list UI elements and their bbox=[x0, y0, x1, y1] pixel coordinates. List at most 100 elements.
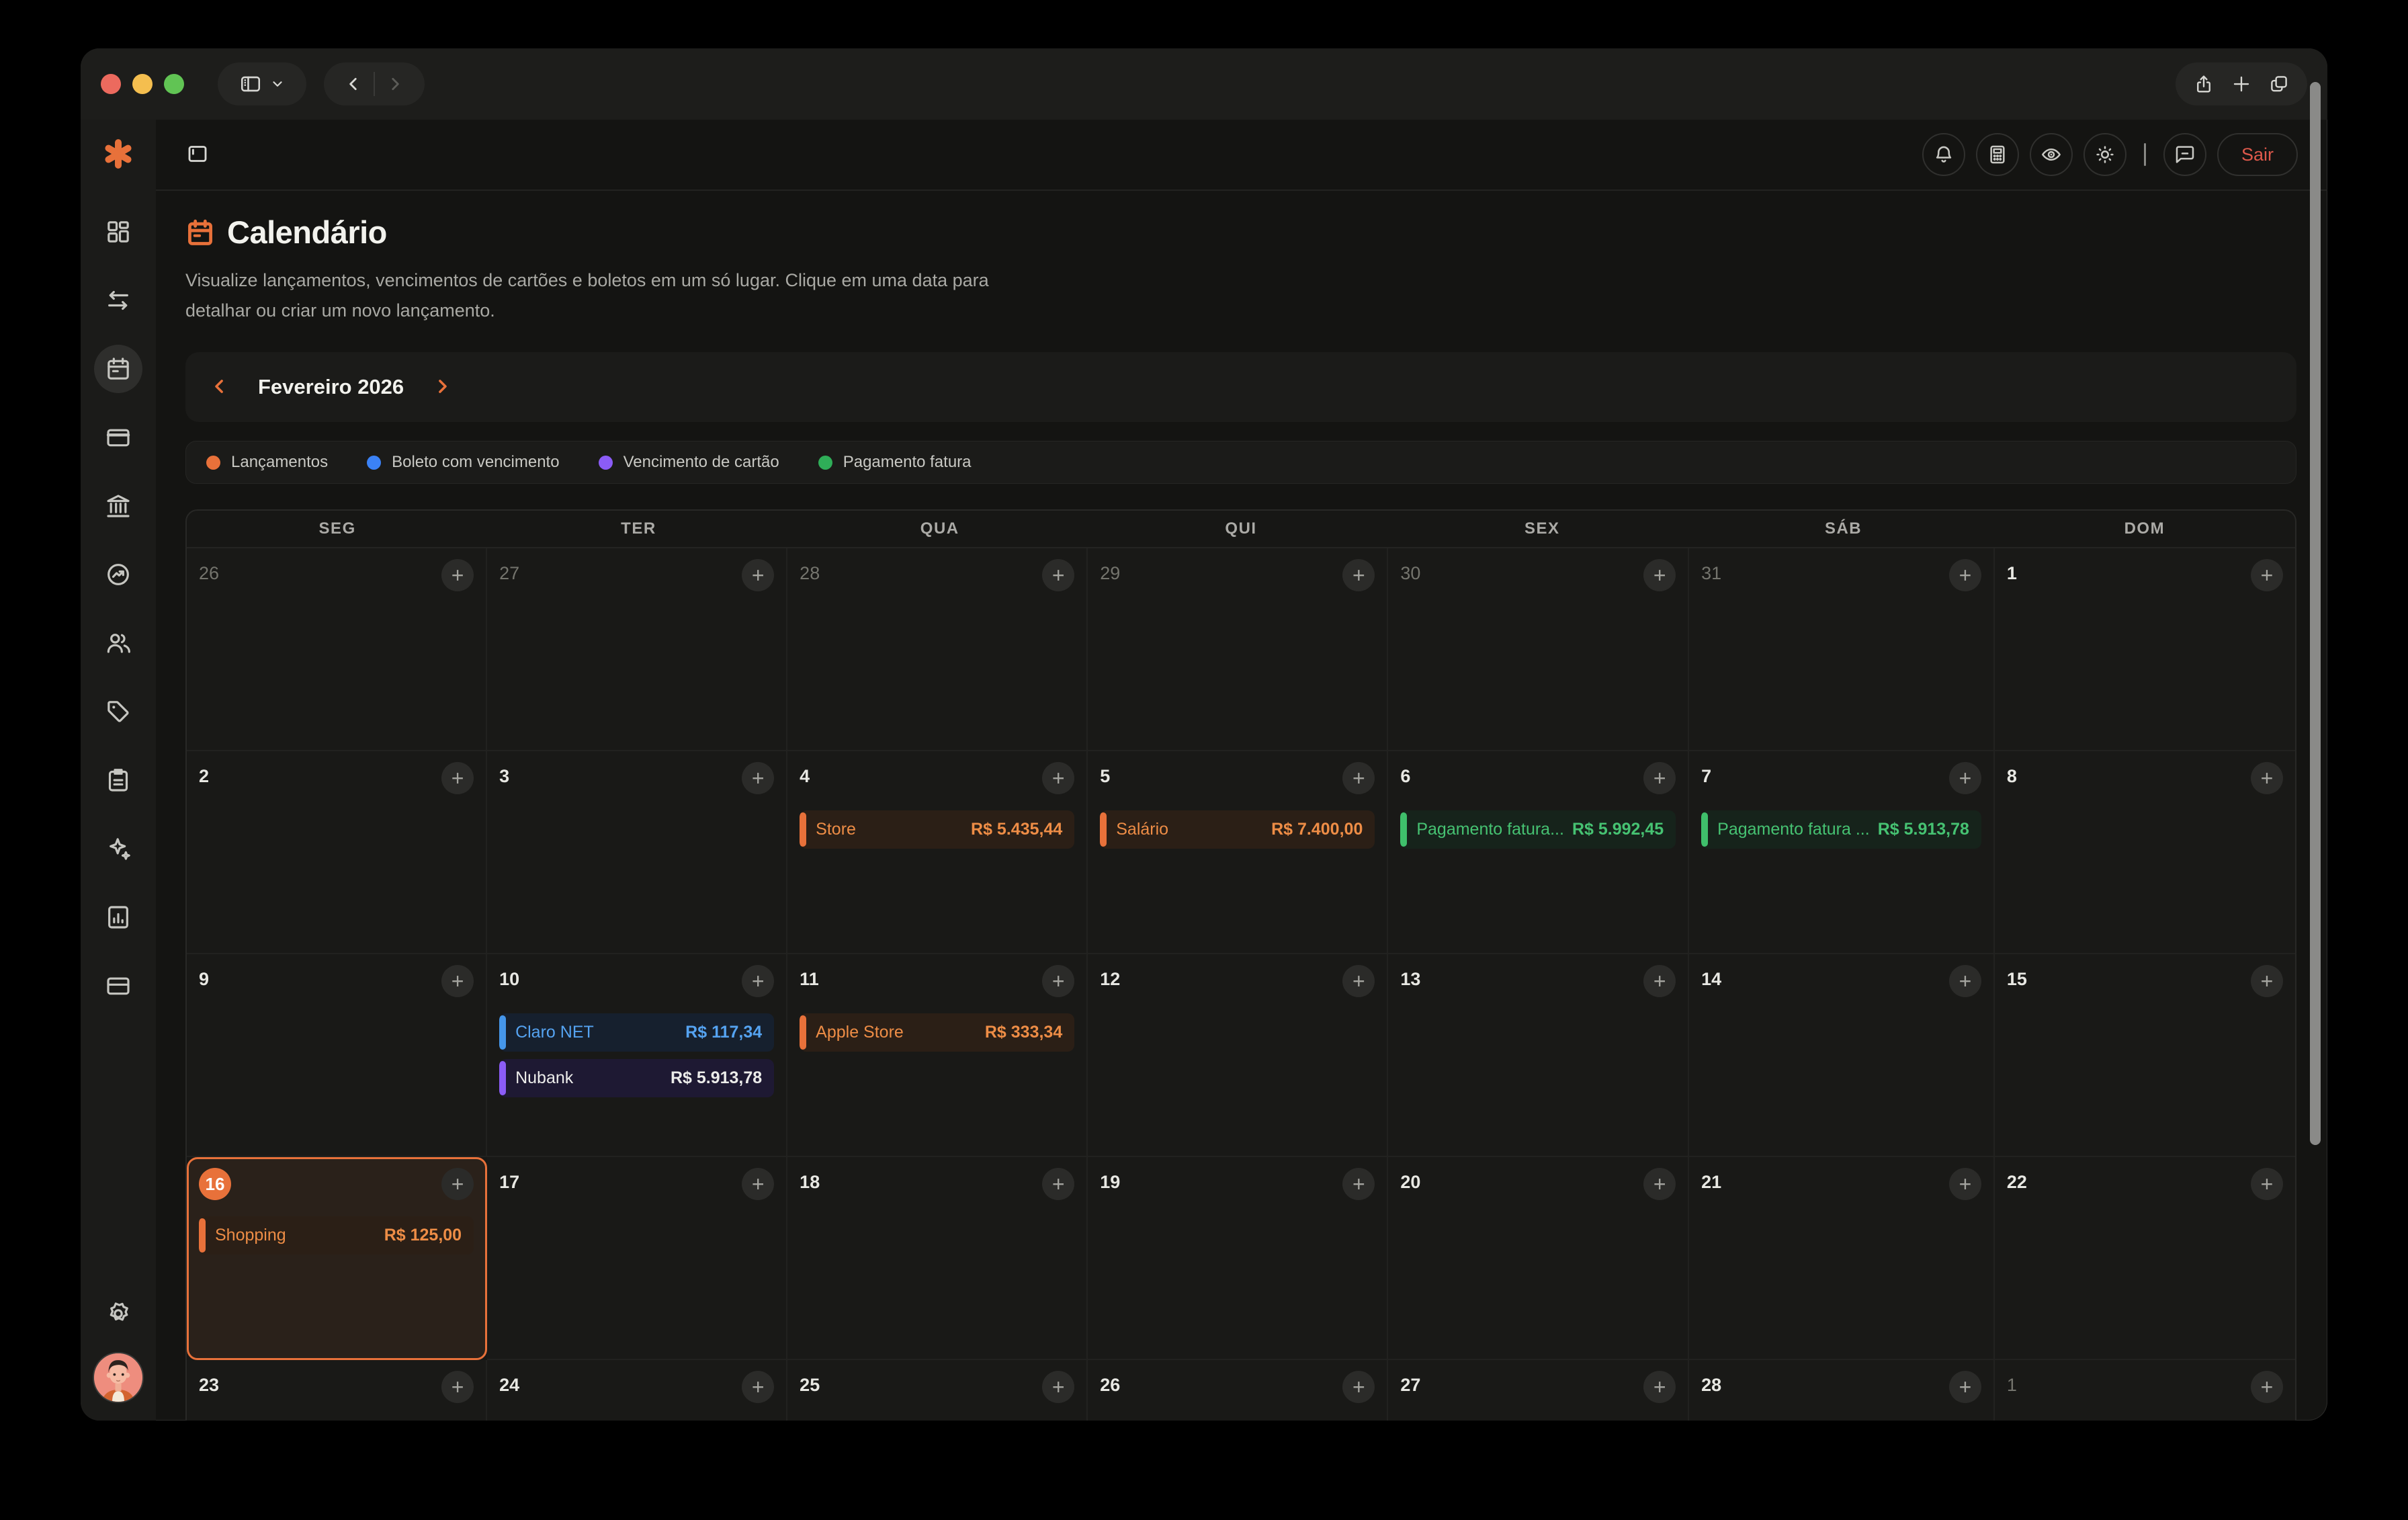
add-event-button[interactable]: + bbox=[1643, 965, 1676, 998]
add-event-button[interactable]: + bbox=[2250, 559, 2283, 592]
calendar-day-cell[interactable]: 18 + bbox=[787, 1157, 1088, 1361]
add-event-button[interactable]: + bbox=[742, 965, 775, 998]
calendar-day-cell[interactable]: 16 + Shopping R$ 125,00 bbox=[187, 1157, 488, 1361]
add-event-button[interactable]: + bbox=[1948, 1371, 1981, 1404]
app-logo[interactable] bbox=[103, 138, 134, 173]
add-event-button[interactable]: + bbox=[1643, 1168, 1676, 1201]
previous-month-button[interactable] bbox=[210, 376, 230, 398]
add-event-button[interactable]: + bbox=[1042, 762, 1075, 795]
add-event-button[interactable]: + bbox=[1042, 1168, 1075, 1201]
forward-button[interactable] bbox=[375, 62, 415, 105]
calendar-day-cell[interactable]: 21 + bbox=[1689, 1157, 1995, 1361]
calendar-day-cell[interactable]: 1 + bbox=[1994, 1360, 2295, 1421]
sidebar-item-performance[interactable] bbox=[94, 550, 142, 599]
add-event-button[interactable]: + bbox=[1042, 965, 1075, 998]
minimize-button[interactable] bbox=[132, 74, 153, 94]
add-event-button[interactable]: + bbox=[1042, 1371, 1075, 1404]
add-event-button[interactable]: + bbox=[441, 1371, 474, 1404]
bell-button[interactable] bbox=[1922, 133, 1965, 176]
settings-button[interactable] bbox=[105, 1300, 132, 1329]
add-event-button[interactable]: + bbox=[2250, 762, 2283, 795]
sidebar-item-bank[interactable] bbox=[94, 482, 142, 530]
next-month-button[interactable] bbox=[432, 376, 452, 398]
add-event-button[interactable]: + bbox=[441, 1168, 474, 1201]
event-item[interactable]: Pagamento fatura ... R$ 5.913,78 bbox=[1701, 810, 1981, 849]
chat-button[interactable] bbox=[2163, 133, 2206, 176]
sidebar-item-card[interactable] bbox=[94, 413, 142, 462]
calendar-day-cell[interactable]: 6 + Pagamento fatura... R$ 5.992,45 bbox=[1388, 751, 1690, 955]
calendar-day-cell[interactable]: 29 + bbox=[1088, 548, 1389, 752]
sidebar-item-sparkles[interactable] bbox=[94, 825, 142, 873]
sidebar-item-tag[interactable] bbox=[94, 687, 142, 736]
add-event-button[interactable]: + bbox=[441, 559, 474, 592]
sidebar-item-transfers[interactable] bbox=[94, 276, 142, 325]
calendar-day-cell[interactable]: 25 + bbox=[787, 1360, 1088, 1421]
add-event-button[interactable]: + bbox=[1342, 1371, 1375, 1404]
share-button[interactable] bbox=[2194, 74, 2214, 94]
back-button[interactable] bbox=[333, 62, 374, 105]
add-event-button[interactable]: + bbox=[742, 762, 775, 795]
add-event-button[interactable]: + bbox=[1948, 559, 1981, 592]
calendar-day-cell[interactable]: 1 + bbox=[1994, 548, 2295, 752]
add-event-button[interactable]: + bbox=[441, 965, 474, 998]
calendar-day-cell[interactable]: 28 + bbox=[1689, 1360, 1995, 1421]
calendar-day-cell[interactable]: 19 + bbox=[1088, 1157, 1389, 1361]
add-event-button[interactable]: + bbox=[742, 559, 775, 592]
calendar-day-cell[interactable]: 26 + bbox=[1088, 1360, 1389, 1421]
event-item[interactable]: Store R$ 5.435,44 bbox=[800, 810, 1075, 849]
add-event-button[interactable]: + bbox=[1342, 762, 1375, 795]
calendar-day-cell[interactable]: 22 + bbox=[1994, 1157, 2295, 1361]
new-tab-button[interactable] bbox=[2231, 74, 2251, 94]
add-event-button[interactable]: + bbox=[742, 1168, 775, 1201]
user-avatar[interactable] bbox=[93, 1352, 144, 1403]
calendar-day-cell[interactable]: 3 + bbox=[487, 751, 788, 955]
add-event-button[interactable]: + bbox=[1342, 965, 1375, 998]
calendar-day-cell[interactable]: 15 + bbox=[1994, 954, 2295, 1158]
calendar-day-cell[interactable]: 24 + bbox=[487, 1360, 788, 1421]
sidebar-item-clipboard[interactable] bbox=[94, 756, 142, 804]
eye-button[interactable] bbox=[2029, 133, 2073, 176]
calendar-day-cell[interactable]: 12 + bbox=[1088, 954, 1389, 1158]
tabs-overview-button[interactable] bbox=[2269, 74, 2289, 94]
add-event-button[interactable]: + bbox=[1342, 559, 1375, 592]
event-item[interactable]: Salário R$ 7.400,00 bbox=[1100, 810, 1375, 849]
add-event-button[interactable]: + bbox=[1948, 1168, 1981, 1201]
add-event-button[interactable]: + bbox=[1948, 762, 1981, 795]
calendar-day-cell[interactable]: 27 + bbox=[487, 548, 788, 752]
calculator-button[interactable] bbox=[1975, 133, 2019, 176]
add-event-button[interactable]: + bbox=[2250, 1371, 2283, 1404]
sidebar-item-wallet[interactable] bbox=[94, 962, 142, 1010]
add-event-button[interactable]: + bbox=[441, 762, 474, 795]
scrollbar[interactable] bbox=[2310, 82, 2321, 1145]
add-event-button[interactable]: + bbox=[2250, 965, 2283, 998]
calendar-day-cell[interactable]: 20 + bbox=[1388, 1157, 1690, 1361]
calendar-day-cell[interactable]: 27 + bbox=[1388, 1360, 1690, 1421]
calendar-day-cell[interactable]: 4 + Store R$ 5.435,44 bbox=[787, 751, 1088, 955]
add-event-button[interactable]: + bbox=[1948, 965, 1981, 998]
add-event-button[interactable]: + bbox=[1643, 559, 1676, 592]
sidebar-item-dashboard[interactable] bbox=[94, 208, 142, 256]
event-item[interactable]: Shopping R$ 125,00 bbox=[199, 1216, 474, 1255]
content-panel-toggle-button[interactable] bbox=[185, 142, 210, 168]
calendar-day-cell[interactable]: 9 + bbox=[187, 954, 488, 1158]
add-event-button[interactable]: + bbox=[2250, 1168, 2283, 1201]
calendar-day-cell[interactable]: 23 + bbox=[187, 1360, 488, 1421]
add-event-button[interactable]: + bbox=[742, 1371, 775, 1404]
browser-sidebar-toggle-button[interactable] bbox=[218, 62, 306, 105]
sidebar-item-report[interactable] bbox=[94, 893, 142, 941]
calendar-day-cell[interactable]: 7 + Pagamento fatura ... R$ 5.913,78 bbox=[1689, 751, 1995, 955]
add-event-button[interactable]: + bbox=[1042, 559, 1075, 592]
sidebar-item-users[interactable] bbox=[94, 619, 142, 667]
calendar-day-cell[interactable]: 30 + bbox=[1388, 548, 1690, 752]
calendar-day-cell[interactable]: 17 + bbox=[487, 1157, 788, 1361]
sidebar-item-calendar[interactable] bbox=[94, 345, 142, 393]
add-event-button[interactable]: + bbox=[1643, 762, 1676, 795]
calendar-day-cell[interactable]: 31 + bbox=[1689, 548, 1995, 752]
calendar-day-cell[interactable]: 10 + Claro NET R$ 117,34 Nubank R$ 5.913,78 bbox=[487, 954, 788, 1158]
event-item[interactable]: Claro NET R$ 117,34 bbox=[499, 1013, 775, 1052]
calendar-day-cell[interactable]: 5 + Salário R$ 7.400,00 bbox=[1088, 751, 1389, 955]
calendar-day-cell[interactable]: 8 + bbox=[1994, 751, 2295, 955]
maximize-button[interactable] bbox=[164, 74, 184, 94]
sun-button[interactable] bbox=[2083, 133, 2126, 176]
calendar-day-cell[interactable]: 11 + Apple Store R$ 333,34 bbox=[787, 954, 1088, 1158]
